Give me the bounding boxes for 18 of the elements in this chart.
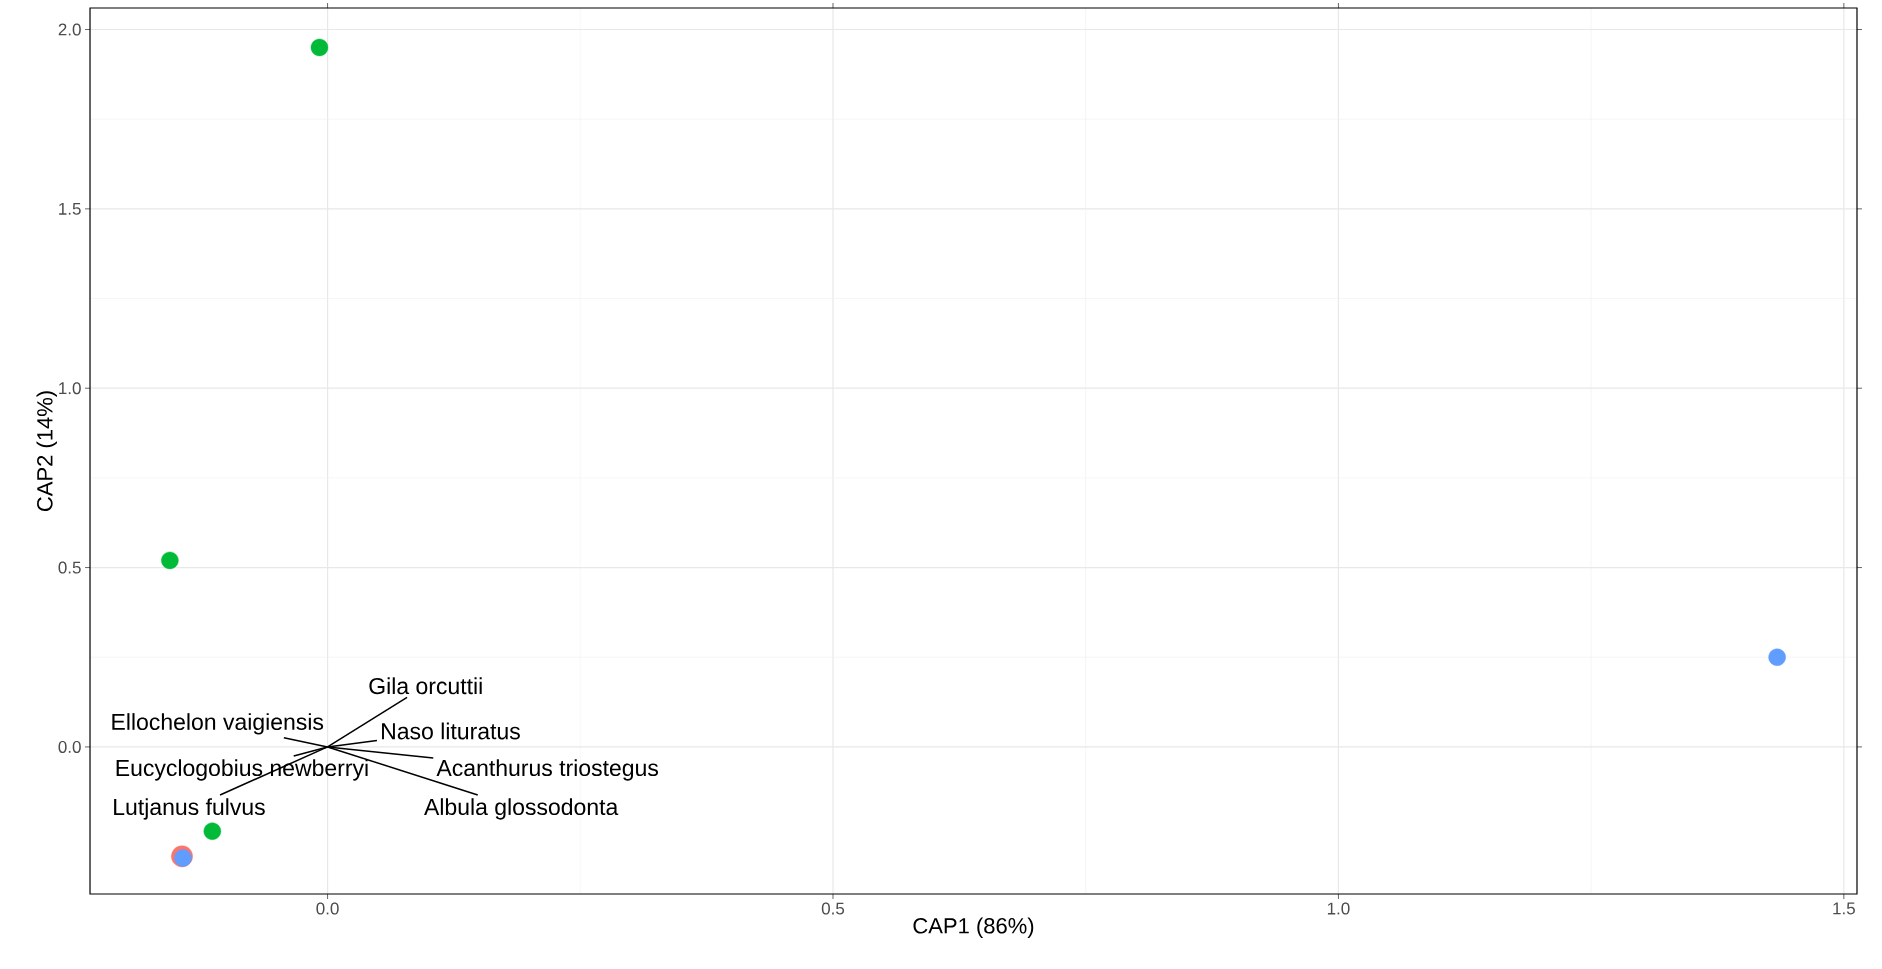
annotation: Lutjanus fulvus [114,798,265,820]
x-tick-label: 0.0 [316,902,339,915]
annotation: Ellochelon vaigiensis [112,713,324,735]
annotation: Naso lituratus [382,722,520,740]
x-tick-label: 0.5 [821,902,845,915]
annotation: Acanthurus triostegus [436,759,659,781]
y-tick-label: 1.0 [59,382,81,395]
y-axis-title: CAP2 (14%) [36,391,57,512]
y-tick-label: 2.0 [58,23,81,36]
y-tick-label: 0.5 [58,561,81,574]
y-tick-label: 1.5 [59,202,81,215]
x-tick-label: 1.0 [1327,902,1350,915]
annotation: Gila orcuttii [369,677,482,695]
annotation: Albula glossodonta [424,798,619,820]
x-axis-title: CAP1 (86%) [913,917,1034,938]
annotation: Eucyclogobius newberryi [116,759,368,781]
x-tick-label: 1.5 [1833,902,1855,915]
y-tick-label: 0.0 [58,740,81,753]
